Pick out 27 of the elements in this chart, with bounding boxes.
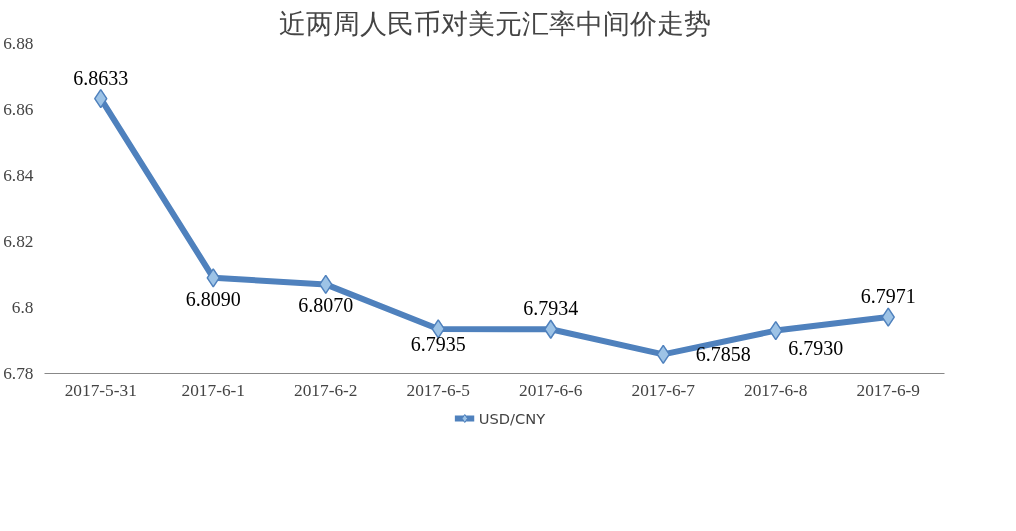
chart-title: 近两周人民币对美元汇率中间价走势 <box>278 7 711 39</box>
x-tick-label: 2017-6-2 <box>293 380 358 400</box>
y-tick-label: 6.88 <box>3 34 34 53</box>
data-label: 6.7858 <box>695 343 751 366</box>
y-tick-label: 6.82 <box>3 232 34 251</box>
data-label: 6.8090 <box>185 287 241 310</box>
data-label: 6.7934 <box>523 297 579 320</box>
y-tick-label: 6.86 <box>3 100 34 119</box>
y-tick-label: 6.78 <box>3 364 34 383</box>
legend-label: USD/CNY <box>478 409 546 427</box>
point <box>431 319 445 339</box>
data-label: 6.7971 <box>860 285 916 308</box>
x-tick-label: 2017-6-1 <box>181 380 246 400</box>
data-label: 6.7930 <box>788 336 844 359</box>
x-tick-label: 2017-6-5 <box>406 380 471 400</box>
data-label: 6.7935 <box>410 332 466 355</box>
data-label: 6.8633 <box>73 66 129 89</box>
point <box>206 268 220 288</box>
x-tick-label: 2017-5-31 <box>64 380 137 400</box>
x-tick-label: 2017-6-8 <box>743 380 808 400</box>
x-tick-label: 2017-6-9 <box>856 380 921 400</box>
data-label: 6.8070 <box>298 294 354 317</box>
y-tick-label: 6.84 <box>3 166 34 185</box>
y-tick-label: 6.8 <box>11 298 34 317</box>
x-tick-label: 2017-6-7 <box>631 380 696 400</box>
point <box>881 307 895 327</box>
x-tick-label: 2017-6-6 <box>518 380 583 400</box>
